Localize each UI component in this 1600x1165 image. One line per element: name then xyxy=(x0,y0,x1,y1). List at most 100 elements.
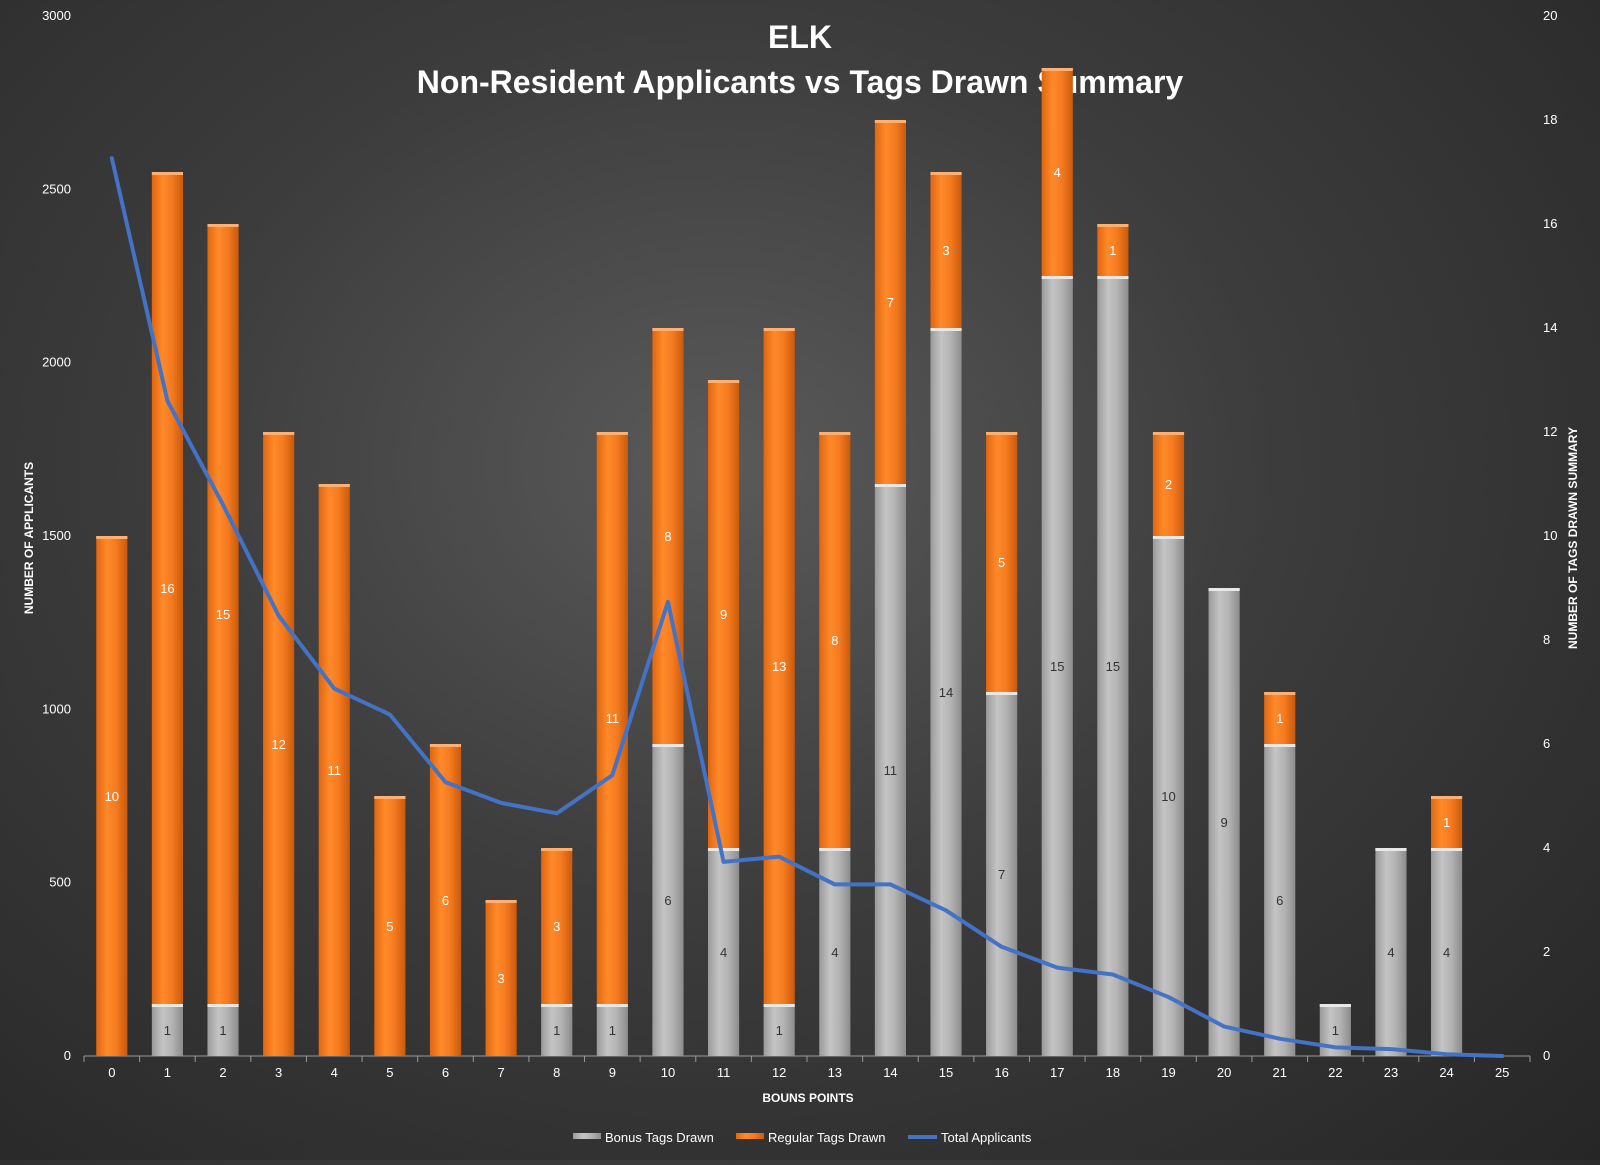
line-total-applicants xyxy=(109,156,1505,1058)
legend-swatch-regular xyxy=(736,1133,764,1139)
x-tick-label: 21 xyxy=(1272,1065,1286,1080)
data-label-regular: 3 xyxy=(942,243,949,258)
y-axis-right-label: NUMBER OF TAGS DRAWN SUMMARY xyxy=(1566,427,1580,649)
y-left-tick-label: 1500 xyxy=(42,528,71,543)
x-tick-label: 13 xyxy=(828,1065,842,1080)
data-labels: 1011611512115631311168491134811714375154… xyxy=(105,165,1451,1038)
bar-regular-cap xyxy=(1264,692,1296,695)
bar-regular xyxy=(541,848,573,1004)
legend-item-bonus[interactable]: Bonus Tags Drawn xyxy=(573,1130,714,1145)
bar-bonus-cap xyxy=(986,692,1018,695)
legend-label-total: Total Applicants xyxy=(941,1130,1032,1145)
bars xyxy=(96,68,1463,1056)
bar-bonus xyxy=(1208,588,1240,1056)
data-label-regular: 11 xyxy=(328,763,342,778)
bar-bonus xyxy=(1097,276,1129,1056)
bar-regular xyxy=(1152,432,1185,536)
line-point-total-applicants xyxy=(778,856,780,858)
data-label-regular: 6 xyxy=(442,893,449,908)
data-label-regular: 1 xyxy=(1443,815,1450,830)
data-label-regular: 9 xyxy=(720,607,727,622)
bar-regular xyxy=(986,432,1018,692)
x-tick-label: 16 xyxy=(994,1065,1008,1080)
bar-bonus xyxy=(763,1004,795,1056)
line-point-total-applicants xyxy=(166,400,168,402)
legend-item-total[interactable]: Total Applicants xyxy=(908,1130,1032,1145)
data-label-bonus: 1 xyxy=(776,1023,783,1038)
legend: Bonus Tags Drawn Regular Tags Drawn Tota… xyxy=(573,1130,1032,1145)
x-tick-label: 0 xyxy=(108,1065,115,1080)
data-label-bonus: 1 xyxy=(164,1023,171,1038)
line-point-total-applicants xyxy=(667,601,669,603)
y-left-tick-label: 3000 xyxy=(42,8,71,23)
bar-bonus-cap xyxy=(1097,276,1129,279)
line-series xyxy=(109,156,1505,1058)
legend-swatch-bonus xyxy=(573,1133,601,1139)
bar-bonus-cap xyxy=(1152,536,1185,539)
bar-bonus-cap xyxy=(819,848,851,851)
bar-regular xyxy=(652,328,684,744)
data-label-bonus: 1 xyxy=(219,1023,226,1038)
data-label-bonus: 15 xyxy=(1106,659,1120,674)
legend-item-regular[interactable]: Regular Tags Drawn xyxy=(736,1130,886,1145)
bar-regular-cap xyxy=(1152,432,1185,435)
data-label-bonus: 4 xyxy=(1387,945,1394,960)
line-point-total-applicants xyxy=(723,861,725,863)
y-right-tick-label: 12 xyxy=(1543,424,1557,439)
x-tick-label: 17 xyxy=(1050,1065,1064,1080)
data-label-bonus: 1 xyxy=(609,1023,616,1038)
x-tick-label: 3 xyxy=(275,1065,282,1080)
line-point-total-applicants xyxy=(333,688,335,690)
line-point-total-applicants xyxy=(445,781,446,783)
data-label-regular: 1 xyxy=(1109,243,1116,258)
data-label-bonus: 15 xyxy=(1050,659,1064,674)
x-tick-label: 11 xyxy=(717,1065,731,1080)
bar-regular xyxy=(374,796,406,1056)
bar-regular xyxy=(485,900,517,1056)
data-label-bonus: 4 xyxy=(831,945,838,960)
line-point-total-applicants xyxy=(1168,996,1169,998)
bar-bonus xyxy=(151,1004,183,1056)
x-tick-label: 23 xyxy=(1384,1065,1398,1080)
bar-bonus-cap xyxy=(763,1004,795,1007)
data-label-regular: 15 xyxy=(216,607,230,622)
bar-regular-cap xyxy=(874,120,906,123)
data-label-regular: 8 xyxy=(831,633,838,648)
line-point-total-applicants xyxy=(889,883,891,885)
x-tick-label: 1 xyxy=(164,1065,171,1080)
x-tick-label: 24 xyxy=(1439,1065,1453,1080)
data-label-regular: 3 xyxy=(497,971,504,986)
x-tick-label: 2 xyxy=(219,1065,226,1080)
bar-regular-cap xyxy=(318,484,350,487)
bar-bonus xyxy=(874,484,906,1056)
bar-bonus xyxy=(1152,536,1185,1056)
line-point-total-applicants xyxy=(556,812,558,814)
bar-regular-cap xyxy=(763,328,795,331)
line-point-total-applicants xyxy=(1223,1026,1225,1028)
bar-regular-cap xyxy=(263,432,295,435)
data-label-regular: 13 xyxy=(772,659,786,674)
bar-regular-cap xyxy=(429,744,462,747)
line-point-total-applicants xyxy=(500,802,502,804)
bar-bonus-cap xyxy=(1041,276,1073,279)
y-right-tick-label: 14 xyxy=(1543,320,1557,335)
bar-bonus xyxy=(652,744,684,1056)
data-label-bonus: 14 xyxy=(939,685,953,700)
bar-regular xyxy=(151,172,183,1004)
bar-regular-cap xyxy=(930,172,962,175)
bar-bonus xyxy=(1041,276,1073,1056)
x-tick-label: 25 xyxy=(1495,1065,1509,1080)
data-label-regular: 3 xyxy=(553,919,560,934)
x-tick-label: 12 xyxy=(772,1065,786,1080)
y-right-tick-label: 0 xyxy=(1543,1048,1550,1063)
x-tick-label: 8 xyxy=(553,1065,560,1080)
bar-bonus-cap xyxy=(541,1004,573,1007)
bar-regular-cap xyxy=(652,328,684,331)
bar-bonus-cap xyxy=(930,328,962,331)
bar-bonus xyxy=(708,848,740,1056)
x-tick-label: 6 xyxy=(442,1065,449,1080)
x-tick-label: 20 xyxy=(1217,1065,1231,1080)
bar-bonus xyxy=(1431,848,1463,1056)
y-left-tick-label: 1000 xyxy=(42,701,71,716)
